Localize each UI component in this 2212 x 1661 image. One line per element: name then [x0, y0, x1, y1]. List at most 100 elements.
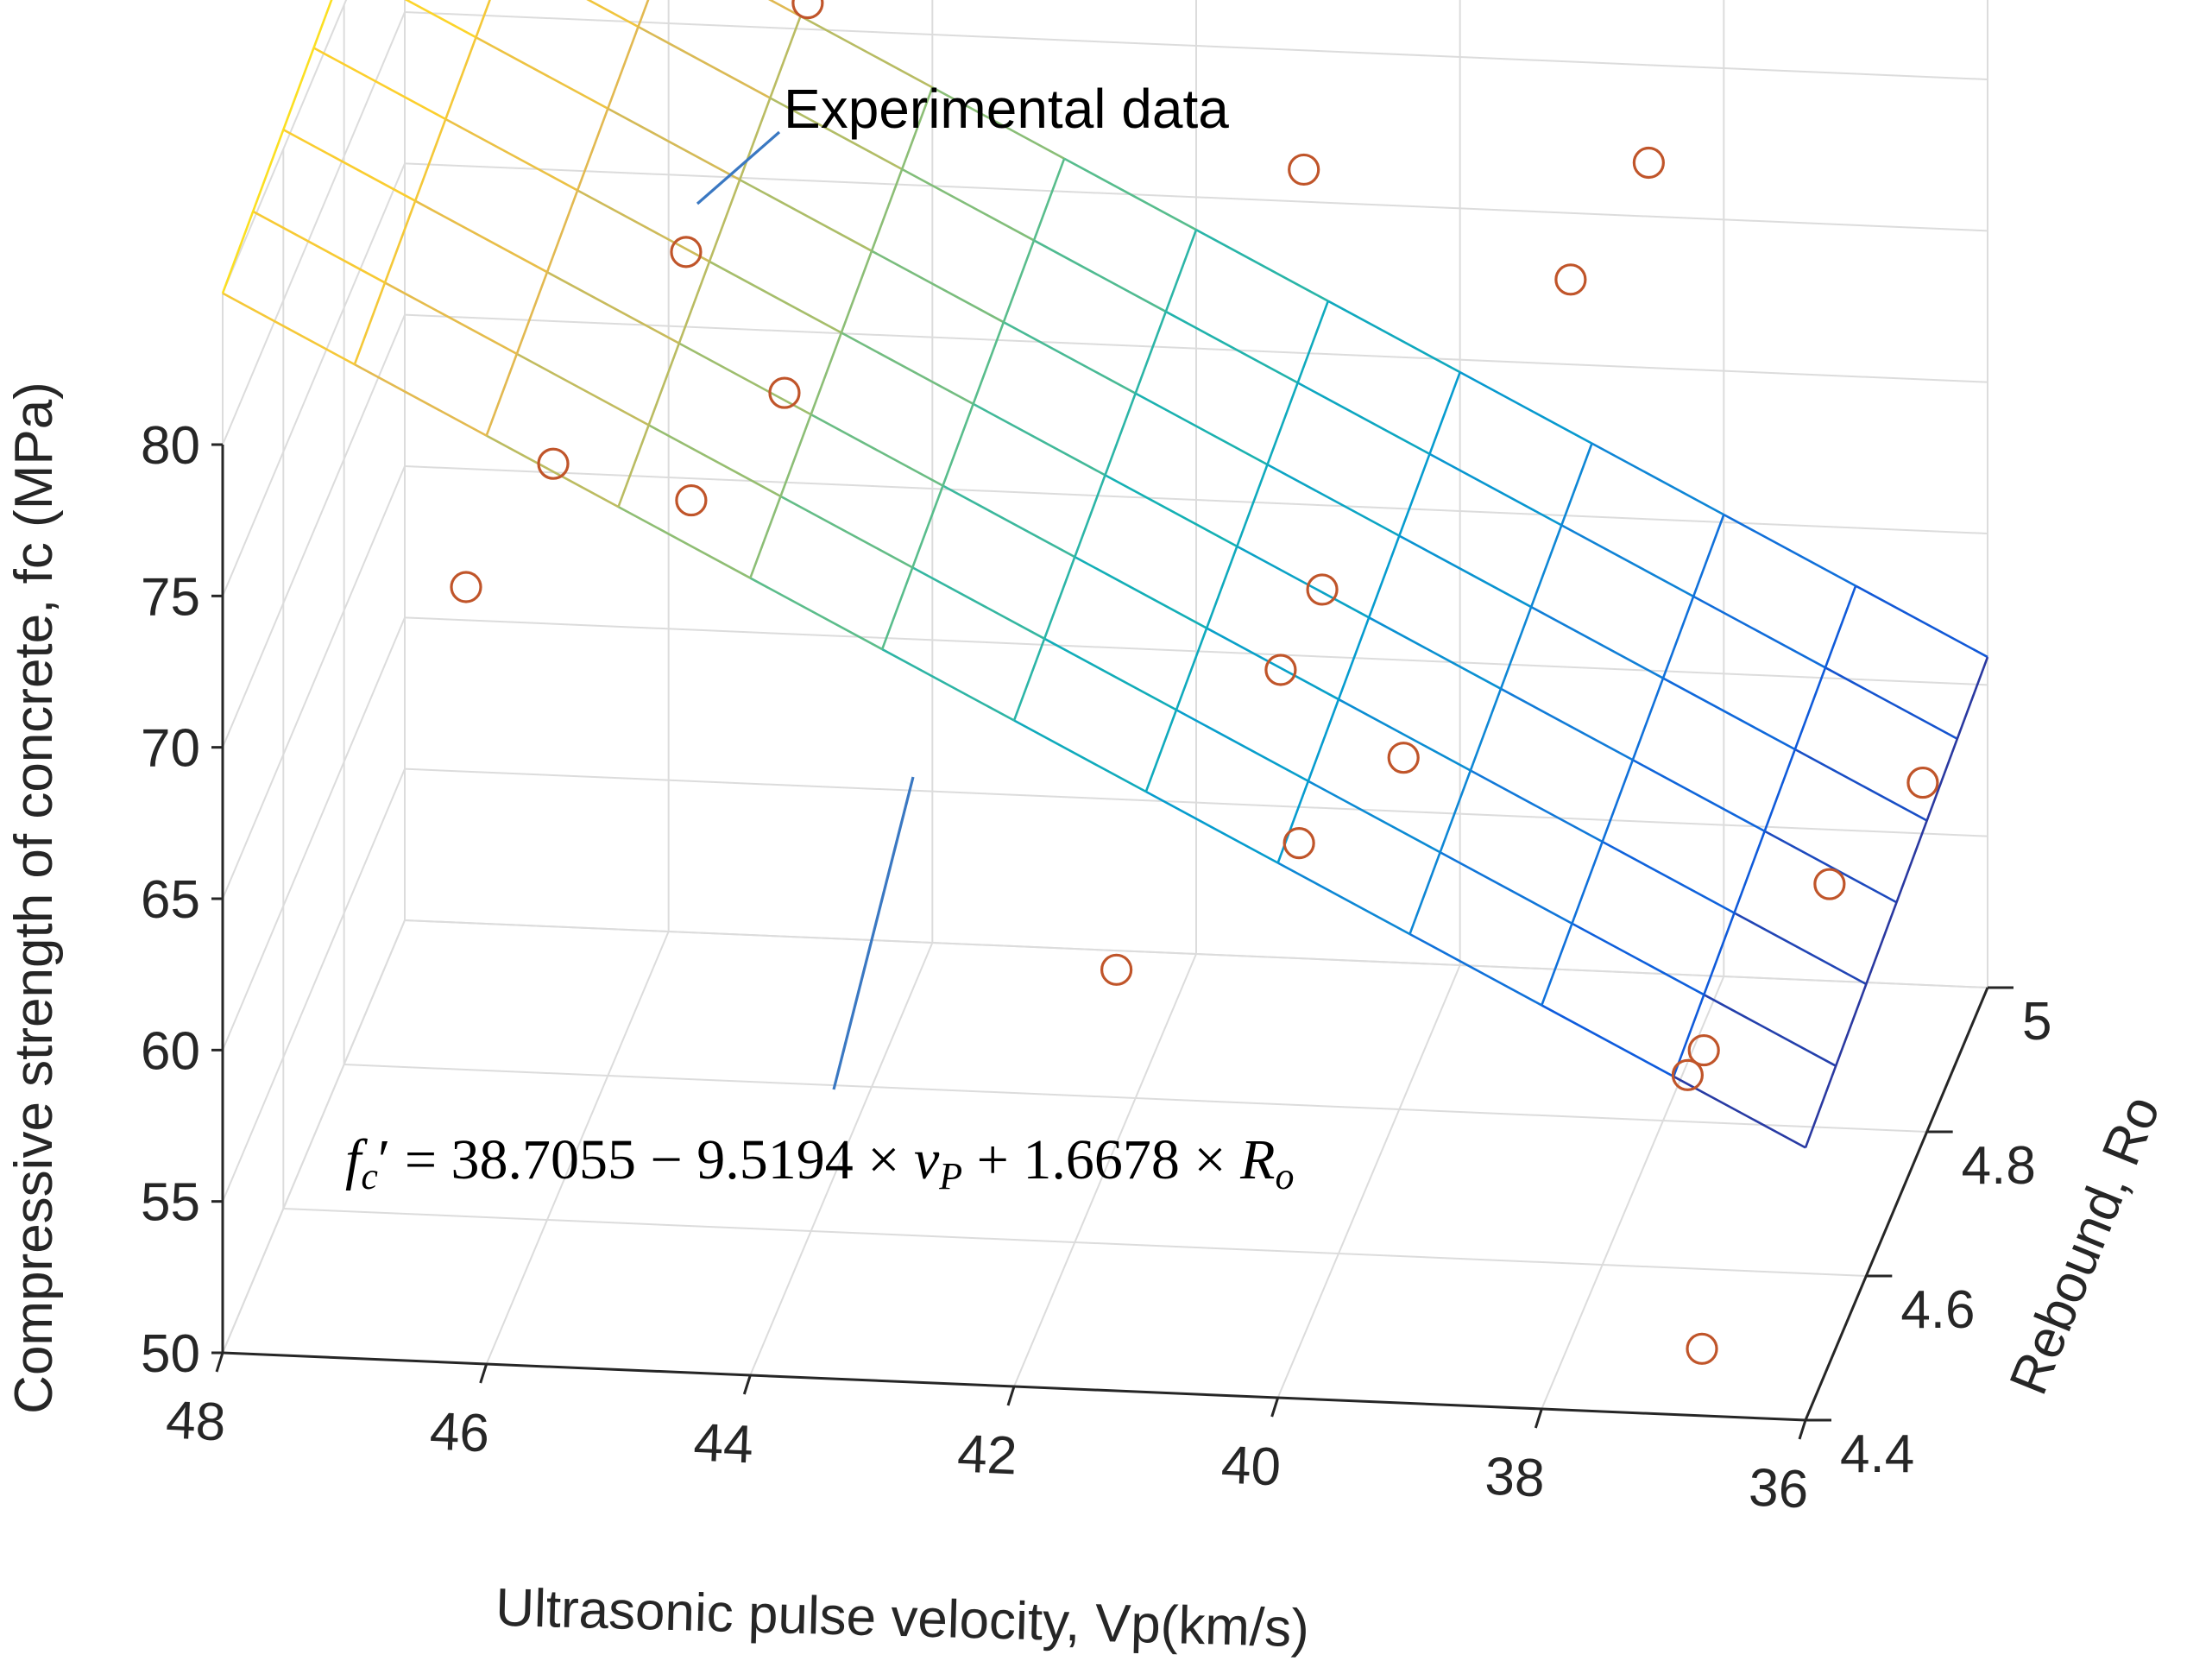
- surface-mesh-line: [799, 15, 933, 89]
- x-tick-mark: [1006, 1386, 1016, 1406]
- surface-mesh-line: [1175, 709, 1309, 782]
- surface-mesh-line: [881, 647, 1015, 722]
- data-point: [450, 571, 482, 603]
- surface-mesh-line: [404, 0, 477, 39]
- grid-line: [222, 162, 406, 597]
- surface-mesh-line: [252, 210, 386, 284]
- surface-mesh-line: [1470, 769, 1604, 843]
- y-tick-label: 4.4: [1840, 1424, 1914, 1484]
- surface-mesh-line: [1165, 310, 1299, 384]
- surface-mesh-line: [354, 363, 488, 437]
- surface-mesh-line: [841, 332, 974, 406]
- z-tick-label: 80: [141, 416, 200, 476]
- x-tick-mark: [742, 1374, 752, 1395]
- surface-mesh-line: [1632, 759, 1766, 832]
- surface-mesh-line: [414, 199, 548, 274]
- grid-line: [404, 313, 1988, 383]
- surface-mesh-line: [637, 25, 771, 99]
- data-point: [537, 447, 570, 480]
- grid-line: [343, 1064, 1927, 1133]
- z-axis-title: Compressive strength of concrete, fc (MP…: [4, 382, 64, 1414]
- y-tick-label: 5: [2022, 992, 2051, 1052]
- surface-mesh-line: [1692, 595, 1826, 669]
- surface-mesh-line: [739, 179, 873, 252]
- surface-mesh-line: [1012, 229, 1198, 721]
- surface-mesh-line: [1530, 605, 1664, 679]
- surface-mesh-line: [810, 413, 944, 487]
- surface-mesh-line: [1764, 830, 1898, 904]
- data-point: [1306, 573, 1339, 606]
- surface-mesh-line: [1145, 790, 1279, 864]
- grid-line: [222, 0, 348, 294]
- surface-mesh-line: [1368, 616, 1502, 690]
- surface-mesh-line: [1043, 637, 1177, 711]
- surface-mesh-line: [586, 0, 640, 28]
- data-point: [1632, 146, 1665, 180]
- data-point: [791, 0, 824, 20]
- surface-mesh-line: [1398, 534, 1532, 609]
- grid-line: [222, 465, 406, 900]
- grid-lines: [222, 0, 1988, 1421]
- surface-mesh-line: [1459, 371, 1593, 445]
- surface-mesh-line: [1541, 514, 1725, 1006]
- y-tick-label: 4.6: [1900, 1280, 1975, 1340]
- grid-line: [222, 314, 406, 748]
- surface-mesh-line: [384, 281, 518, 356]
- grid-line: [404, 162, 1988, 232]
- data-point: [1264, 654, 1297, 686]
- surface-mesh-line: [973, 402, 1106, 477]
- grid-line: [1541, 976, 1725, 1410]
- surface-mesh-line: [1571, 922, 1705, 996]
- fitted-surface: [221, 0, 1989, 1149]
- x-tick-label: 42: [956, 1424, 1018, 1487]
- surface-mesh-line: [221, 0, 333, 294]
- surface-mesh-line: [1723, 513, 1856, 587]
- data-point: [670, 236, 703, 268]
- surface-mesh-line: [282, 129, 416, 202]
- surface-mesh-line: [1308, 780, 1441, 854]
- surface-mesh-line: [1144, 300, 1330, 793]
- surface-mesh-line: [942, 484, 1075, 559]
- tick-labels: 50 55 60 65 70 75 80 48 46 44 42 40 38 36 4.4 4.6 4.8 5: [141, 416, 2051, 1519]
- x-tick-mark: [215, 1352, 224, 1373]
- surface-mesh-line: [222, 292, 356, 366]
- grid-line: [222, 616, 406, 1051]
- data-point: [1100, 953, 1133, 986]
- x-axis-title: Ultrasonic pulse velocity, Vp(km/s): [495, 1578, 1309, 1659]
- surface-mesh-line: [1266, 463, 1400, 537]
- surface-mesh-line: [1591, 442, 1724, 516]
- surface-mesh-line: [1104, 474, 1238, 547]
- data-point: [1687, 1033, 1720, 1067]
- surface-mesh-line: [1794, 748, 1928, 822]
- experimental-data-points: [450, 0, 1939, 1365]
- surface-mesh-line: [1013, 719, 1147, 793]
- grid-line: [404, 767, 1988, 837]
- grid-line: [283, 1208, 1867, 1277]
- x-tick-label: 38: [1484, 1447, 1546, 1509]
- x-tick-label: 46: [429, 1402, 491, 1464]
- surface-mesh-line: [1206, 627, 1339, 701]
- surface-mesh-line: [880, 158, 1066, 650]
- surface-mesh-line: [1703, 994, 1837, 1067]
- grid-line: [404, 465, 1988, 534]
- data-point: [1288, 153, 1320, 186]
- surface-mesh-line: [1428, 452, 1562, 527]
- z-tick-label: 70: [141, 719, 200, 779]
- surface-mesh-line: [312, 47, 446, 121]
- z-tick-label: 65: [141, 870, 200, 930]
- axes: [211, 443, 2013, 1440]
- grid-line: [222, 919, 406, 1354]
- data-point: [1387, 742, 1420, 774]
- grid-line: [222, 11, 406, 445]
- surface-mesh-line: [546, 271, 680, 344]
- surface-mesh-line: [1276, 371, 1461, 863]
- surface-mesh-line: [1074, 555, 1207, 629]
- grid-line: [1013, 953, 1197, 1387]
- surface-mesh-line: [749, 86, 934, 579]
- y-tick-label: 4.8: [1962, 1136, 2036, 1196]
- x-tick-mark: [1534, 1408, 1543, 1429]
- surface-mesh-line: [1195, 229, 1329, 302]
- surface-mesh-line: [767, 0, 802, 17]
- surface-mesh-line: [1277, 862, 1411, 936]
